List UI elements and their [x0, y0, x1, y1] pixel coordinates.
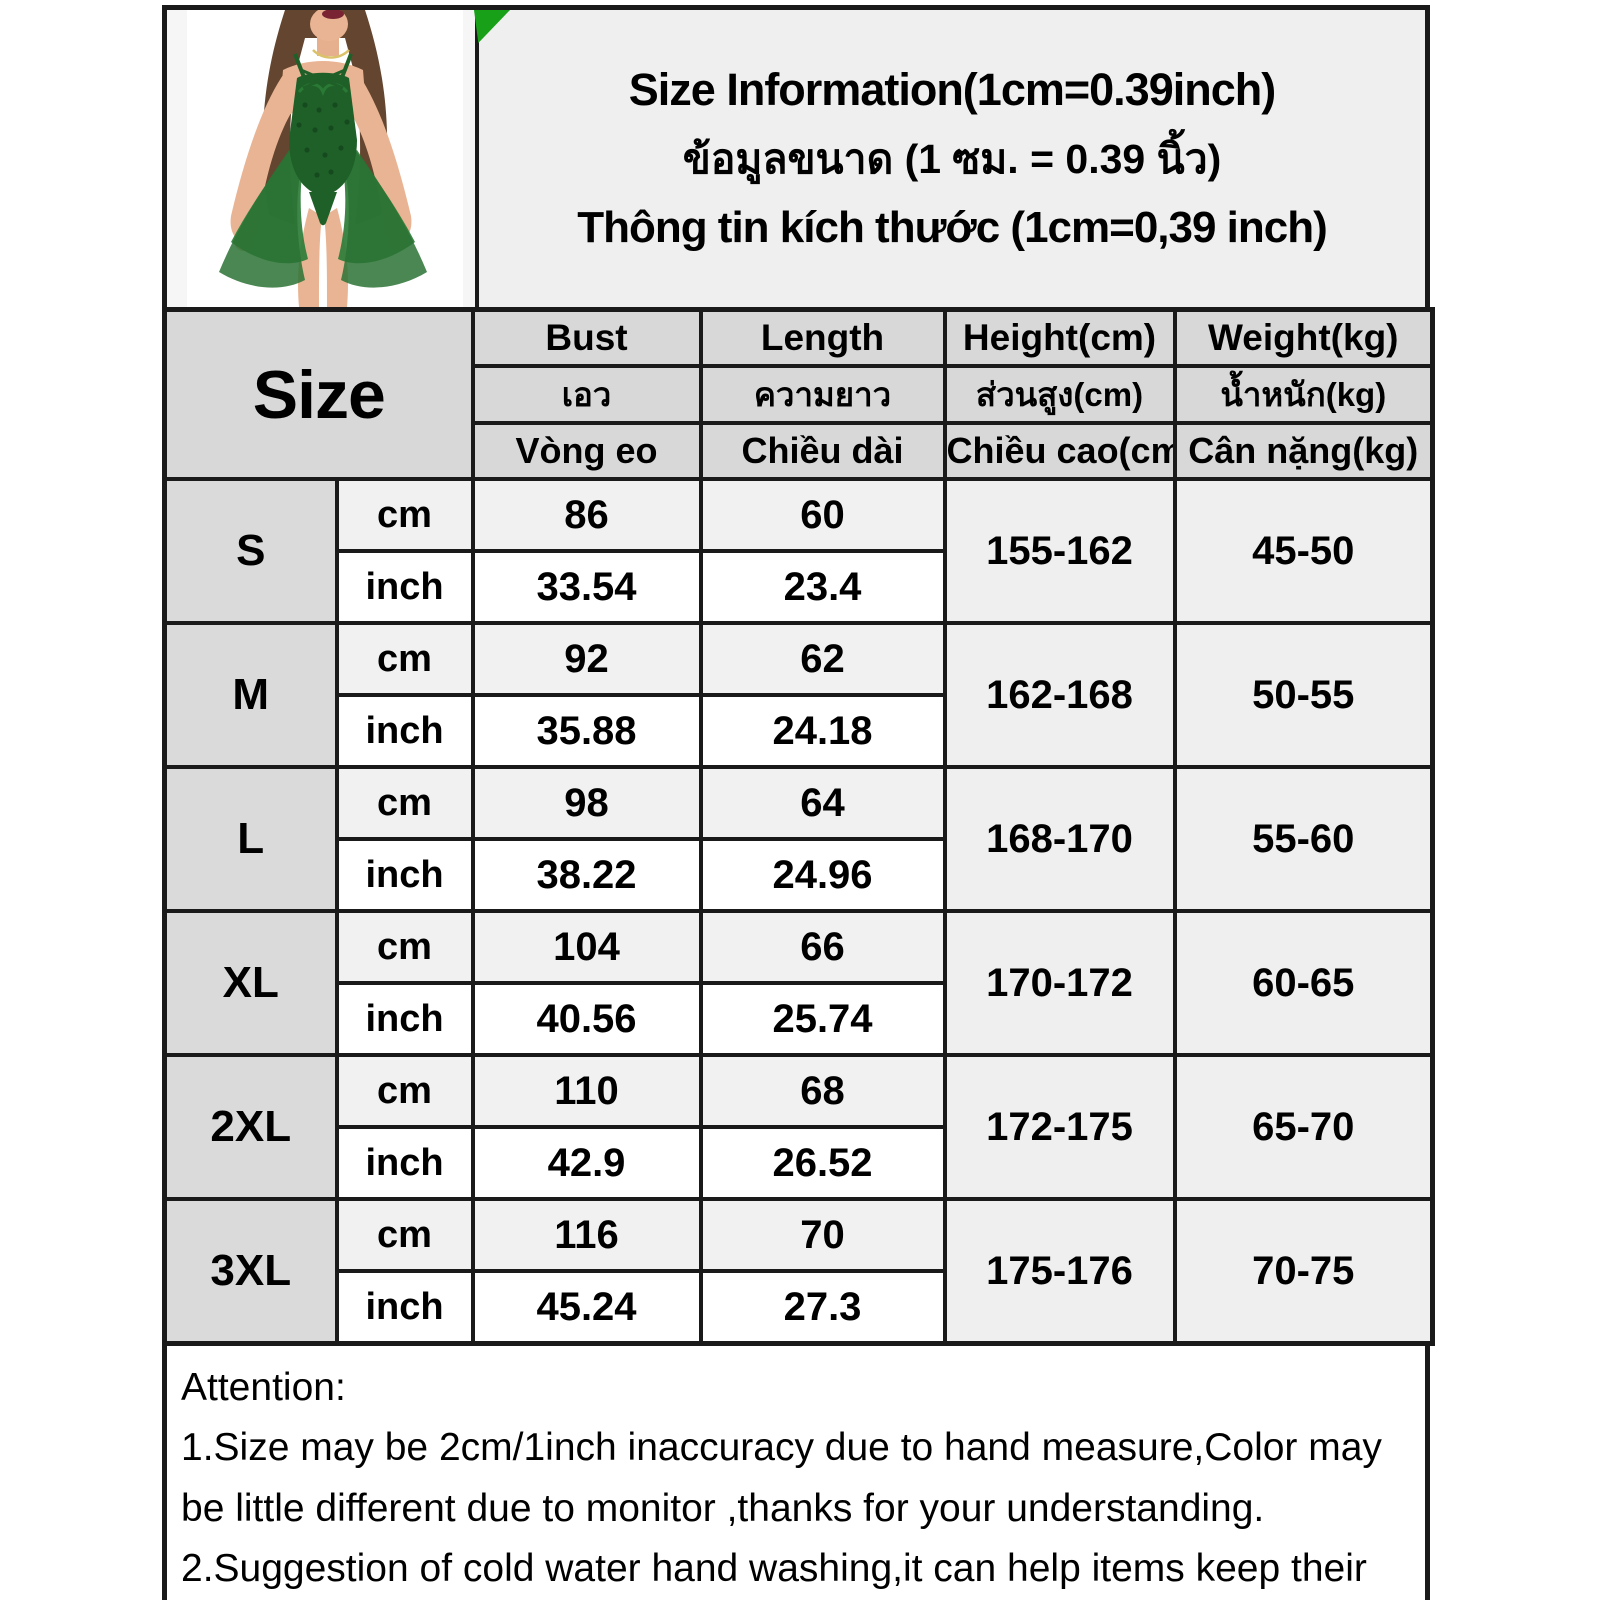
- bust-cm-l: 98: [470, 765, 703, 841]
- length-inch-xl: 25.74: [698, 981, 947, 1057]
- table-row-l-cm: L cm 98 64 168-170 55-60: [162, 765, 1435, 913]
- unit-cm: cm: [334, 765, 475, 841]
- weight-3xl: 70-75: [1172, 1197, 1435, 1346]
- sheet-content: Size Information(1cm=0.39inch) ข้อมูลขนา…: [162, 5, 1436, 1600]
- length-inch-2xl: 26.52: [698, 1125, 947, 1201]
- col-header-bust-vi: Vòng eo: [470, 421, 703, 481]
- length-cm-m: 62: [698, 621, 947, 697]
- unit-inch: inch: [334, 981, 475, 1057]
- size-label-2xl: 2XL: [162, 1053, 339, 1201]
- table-row-xl-cm: XL cm 104 66 170-172 60-65: [162, 909, 1435, 1057]
- table-row-xl-inch: inch 40.56 25.74: [165, 981, 1433, 1057]
- bust-cm-s: 86: [470, 477, 703, 553]
- unit-inch: inch: [334, 1269, 475, 1346]
- col-header-height-en: Height(cm): [942, 307, 1177, 368]
- attention-notes: Attention: 1.Size may be 2cm/1inch inacc…: [162, 1346, 1430, 1600]
- length-cm-3xl: 70: [698, 1197, 947, 1273]
- col-header-height-th: ส่วนสูง(cm): [942, 364, 1177, 425]
- unit-inch: inch: [334, 1125, 475, 1201]
- weight-xl: 60-65: [1172, 909, 1435, 1057]
- size-label-l: L: [162, 765, 339, 913]
- unit-cm: cm: [334, 477, 475, 553]
- header-row-thai: เอว ความยาว ส่วนสูง(cm) น้ำหนัก(kg): [165, 364, 1435, 425]
- col-header-length-vi: Chiều dài: [698, 421, 947, 481]
- bust-inch-2xl: 42.9: [470, 1125, 703, 1201]
- header-row-english: Size Bust Length Height(cm) Weight(kg): [162, 307, 1435, 481]
- col-header-weight-vi: Cân nặng(kg): [1172, 421, 1435, 481]
- bust-inch-l: 38.22: [470, 837, 703, 913]
- title-english: Size Information(1cm=0.39inch): [628, 64, 1276, 115]
- unit-inch: inch: [334, 549, 475, 625]
- bust-inch-m: 35.88: [470, 693, 703, 769]
- col-header-bust-en: Bust: [470, 307, 703, 368]
- length-cm-l: 64: [698, 765, 947, 841]
- col-header-bust-th: เอว: [470, 364, 703, 425]
- header-section: Size Information(1cm=0.39inch) ข้อมูลขนา…: [162, 5, 1430, 307]
- title-thai: ข้อมูลขนาด (1 ซม. = 0.39 นิ้ว): [682, 136, 1222, 182]
- bust-cm-xl: 104: [470, 909, 703, 985]
- table-row-2xl-cm: 2XL cm 110 68 172-175 65-70: [162, 1053, 1435, 1201]
- table-row-3xl-cm: 3XL cm 116 70 175-176 70-75: [162, 1197, 1435, 1346]
- col-header-height-vi: Chiều cao(cm): [942, 421, 1177, 481]
- attention-note-2: 2.Suggestion of cold water hand washing,…: [181, 1547, 1367, 1591]
- weight-s: 45-50: [1172, 477, 1435, 625]
- length-inch-m: 24.18: [698, 693, 947, 769]
- table-row-l-inch: inch 38.22 24.96: [165, 837, 1433, 913]
- weight-2xl: 65-70: [1172, 1053, 1435, 1201]
- size-label-s: S: [162, 477, 339, 625]
- length-inch-l: 24.96: [698, 837, 947, 913]
- model-photo-illustration: [167, 10, 475, 307]
- size-label-xl: XL: [162, 909, 339, 1057]
- height-2xl: 172-175: [942, 1053, 1177, 1201]
- bust-inch-3xl: 45.24: [470, 1269, 703, 1346]
- bust-cm-m: 92: [470, 621, 703, 697]
- weight-m: 50-55: [1172, 621, 1435, 769]
- size-label-m: M: [162, 621, 339, 769]
- attention-heading: Attention:: [181, 1366, 346, 1409]
- size-label-3xl: 3XL: [162, 1197, 339, 1346]
- bust-cm-3xl: 116: [470, 1197, 703, 1273]
- header-row-vietnamese: Vòng eo Chiều dài Chiều cao(cm) Cân nặng…: [165, 421, 1435, 481]
- col-header-weight-en: Weight(kg): [1172, 307, 1435, 368]
- length-cm-s: 60: [698, 477, 947, 553]
- col-header-length-th: ความยาว: [698, 364, 947, 425]
- unit-cm: cm: [334, 1197, 475, 1273]
- unit-cm: cm: [334, 909, 475, 985]
- height-3xl: 175-176: [942, 1197, 1177, 1346]
- length-cm-xl: 66: [698, 909, 947, 985]
- table-row-2xl-inch: inch 42.9 26.52: [165, 1125, 1433, 1201]
- title-block: Size Information(1cm=0.39inch) ข้อมูลขนา…: [479, 10, 1425, 307]
- height-m: 162-168: [942, 621, 1177, 769]
- unit-cm: cm: [334, 1053, 475, 1129]
- title-vietnamese: Thông tin kích thước (1cm=0,39 inch): [577, 203, 1328, 252]
- bust-inch-s: 33.54: [470, 549, 703, 625]
- col-header-length-en: Length: [698, 307, 947, 368]
- size-table: Size Bust Length Height(cm) Weight(kg) เ…: [162, 307, 1436, 1346]
- weight-l: 55-60: [1172, 765, 1435, 913]
- table-row-m-cm: M cm 92 62 162-168 50-55: [162, 621, 1435, 769]
- table-row-3xl-inch: inch 45.24 27.3: [165, 1269, 1433, 1346]
- col-header-weight-th: น้ำหนัก(kg): [1172, 364, 1435, 425]
- unit-cm: cm: [334, 621, 475, 697]
- table-row-s-inch: inch 33.54 23.4: [165, 549, 1433, 625]
- height-s: 155-162: [942, 477, 1177, 625]
- length-cm-2xl: 68: [698, 1053, 947, 1129]
- height-l: 168-170: [942, 765, 1177, 913]
- unit-inch: inch: [334, 693, 475, 769]
- table-row-s-cm: S cm 86 60 155-162 45-50: [162, 477, 1435, 625]
- height-xl: 170-172: [942, 909, 1177, 1057]
- bust-cm-2xl: 110: [470, 1053, 703, 1129]
- size-header-cell: Size: [162, 307, 475, 481]
- table-row-m-inch: inch 35.88 24.18: [165, 693, 1433, 769]
- unit-inch: inch: [334, 837, 475, 913]
- product-photo: [167, 10, 479, 307]
- length-inch-s: 23.4: [698, 549, 947, 625]
- bust-inch-xl: 40.56: [470, 981, 703, 1057]
- length-inch-3xl: 27.3: [698, 1269, 947, 1346]
- attention-note-1: 1.Size may be 2cm/1inch inaccuracy due t…: [181, 1426, 1382, 1530]
